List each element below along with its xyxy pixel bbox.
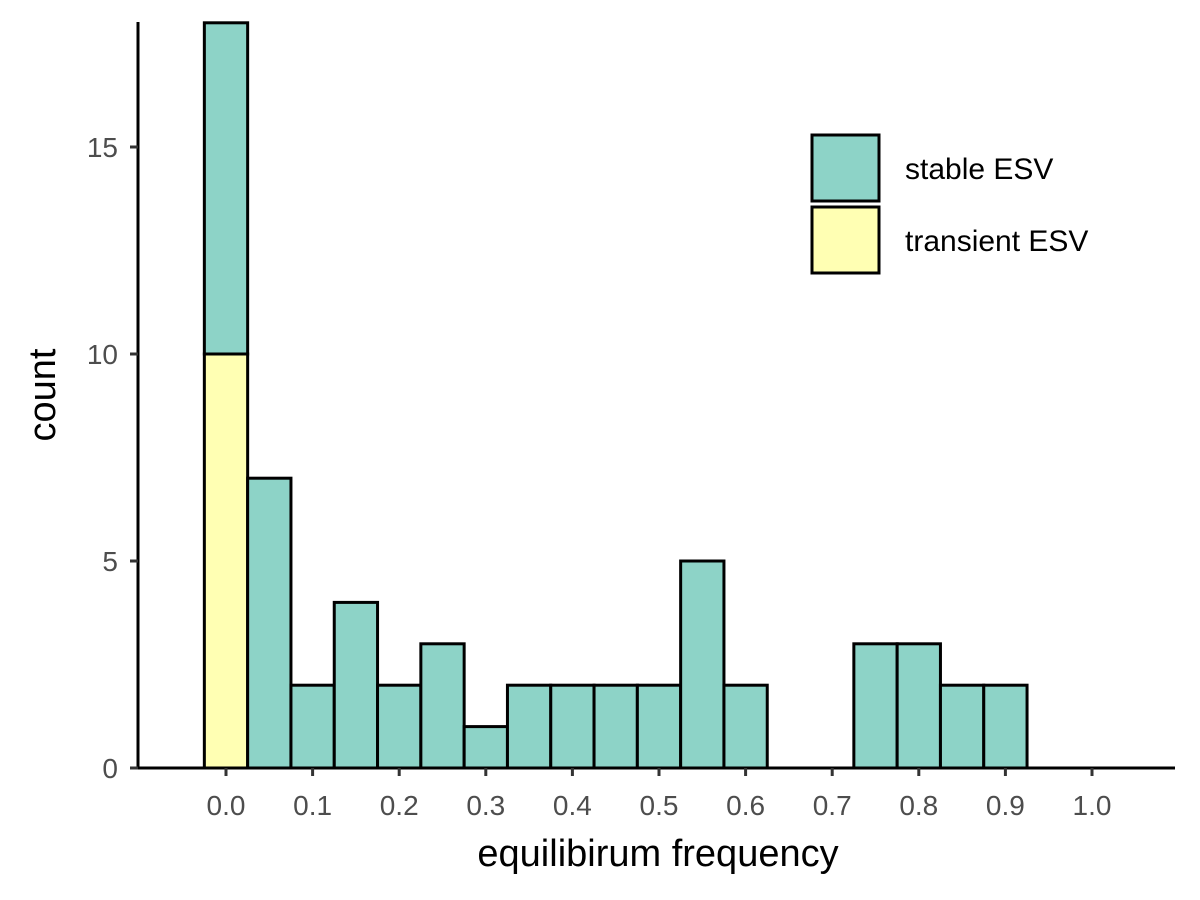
legend-key-transient-esv	[810, 205, 881, 275]
bar-stable-esv-11	[679, 559, 726, 770]
x-ticks: 0.0 0.1 0.2 0.3 0.4 0.5 0.6 0.7 0.8 0.9 1.0	[207, 768, 1112, 821]
x-tick-label-0: 0.0	[207, 790, 246, 821]
y-tick-label-1: 5	[102, 546, 118, 577]
x-tick-label-6: 0.6	[726, 790, 765, 821]
bar-stable-esv-7	[505, 683, 553, 770]
bar-stable-esv-16	[895, 642, 942, 770]
x-tick-label-3: 0.3	[466, 790, 505, 821]
y-ticks: 0 5 10 15	[87, 132, 138, 784]
y-tick-label-0: 0	[102, 753, 118, 784]
bar-stable-esv-9	[592, 683, 639, 770]
x-tick-label-5: 0.5	[640, 790, 679, 821]
x-tick-label-8: 0.8	[899, 790, 938, 821]
legend-label-transient-esv: transient ESV	[905, 225, 1088, 258]
axes-layer	[136, 22, 1175, 770]
bar-transient-esv-0	[202, 352, 250, 770]
x-tick-label-9: 0.9	[986, 790, 1025, 821]
bar-stable-esv-10	[635, 683, 683, 770]
bar-stable-esv-4	[376, 683, 423, 770]
bars-layer	[202, 21, 1029, 770]
bar-stable-esv-2	[289, 683, 336, 770]
bar-stable-esv-8	[549, 683, 596, 770]
x-tick-label-7: 0.7	[813, 790, 852, 821]
x-tick-label-10: 1.0	[1073, 790, 1112, 821]
legend-label-stable-esv: stable ESV	[905, 153, 1053, 186]
y-tick-label-2: 10	[87, 339, 118, 370]
x-axis-title: equilibirum frequency	[477, 833, 838, 875]
bar-stable-esv-12	[722, 683, 769, 770]
bar-stable-esv-18	[982, 683, 1029, 770]
bar-stable-esv-3	[332, 600, 380, 770]
bar-stable-esv-15	[852, 642, 899, 770]
bar-stable-esv-17	[938, 683, 986, 770]
bar-stable-esv-6	[462, 725, 509, 770]
y-tick-label-3: 15	[87, 132, 118, 163]
legend-key-stable-esv	[810, 133, 881, 203]
y-axis-title: count	[22, 348, 64, 441]
bar-stable-esv-1	[246, 476, 293, 770]
bar-stable-esv-5	[419, 642, 466, 770]
x-tick-label-4: 0.4	[553, 790, 592, 821]
x-tick-label-1: 0.1	[293, 790, 332, 821]
x-tick-label-2: 0.2	[380, 790, 419, 821]
legend: stable ESV transient ESV	[810, 133, 1088, 275]
bar-stable-esv-0	[202, 21, 250, 356]
